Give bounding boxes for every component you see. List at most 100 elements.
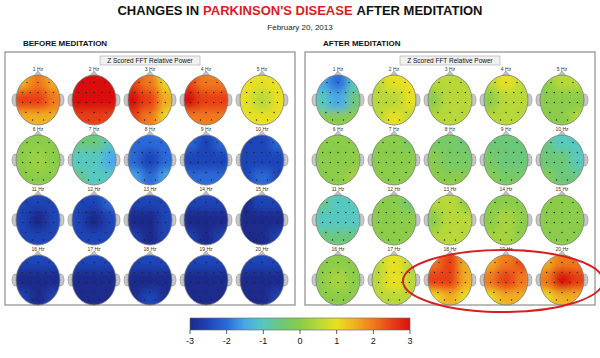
electrode	[322, 222, 323, 223]
electrode	[138, 262, 139, 263]
map-cell	[197, 270, 216, 291]
electrode	[205, 232, 206, 233]
electrode	[32, 119, 33, 120]
electrode	[109, 152, 110, 153]
electrode	[498, 152, 499, 153]
electrode	[561, 162, 562, 163]
electrode	[53, 272, 54, 273]
electrode	[261, 272, 262, 273]
electrode	[157, 282, 158, 283]
electrode	[449, 202, 450, 203]
electrode	[561, 142, 562, 143]
colorbar-tick-label: -1	[259, 336, 267, 346]
electrode	[250, 142, 251, 143]
map-cell	[122, 270, 141, 291]
map-cell	[159, 270, 178, 291]
head-map: 14 Hz	[478, 186, 535, 252]
map-area	[310, 189, 367, 252]
electrode	[490, 92, 491, 93]
electrode	[78, 162, 79, 163]
colorbar-tick-label: 2	[371, 336, 376, 346]
map-cell	[329, 110, 348, 131]
electrode	[573, 112, 574, 113]
map-cell	[103, 90, 122, 111]
electrode	[569, 152, 570, 153]
electrode	[326, 82, 327, 83]
head-map: 10 Hz	[534, 126, 591, 192]
electrode	[461, 112, 462, 113]
electrode	[93, 212, 94, 213]
electrode	[134, 162, 135, 163]
electrode	[261, 282, 262, 283]
head-map: 18 Hz	[122, 246, 179, 312]
map-cell	[441, 170, 460, 191]
electrode	[200, 299, 201, 300]
electrode	[549, 112, 550, 113]
colorbar-tick	[190, 330, 191, 334]
electrode	[93, 292, 94, 293]
map-cell	[253, 270, 272, 291]
electrode	[273, 232, 274, 233]
electrode	[457, 282, 458, 283]
map-cell	[66, 150, 85, 171]
electrode	[144, 119, 145, 120]
electrode	[348, 202, 349, 203]
electrode	[30, 102, 31, 103]
colorbar-tick	[410, 330, 411, 334]
electrode	[93, 152, 94, 153]
electrode	[53, 152, 54, 153]
electrode	[455, 119, 456, 120]
electrode	[137, 172, 138, 173]
electrode	[401, 162, 402, 163]
map-cell	[515, 150, 534, 171]
map-cell	[271, 210, 290, 231]
electrode	[205, 292, 206, 293]
electrode	[567, 119, 568, 120]
head-outline	[428, 255, 472, 305]
electrode	[99, 179, 100, 180]
map-cell	[29, 150, 48, 171]
electrode	[505, 142, 506, 143]
electrode	[205, 142, 206, 143]
subtitle: February 20, 2013	[267, 23, 333, 32]
electrode	[399, 299, 400, 300]
map-area	[478, 249, 535, 312]
electrode	[105, 172, 106, 173]
map-area	[366, 189, 423, 252]
electrode	[194, 202, 195, 203]
map-area	[234, 249, 291, 312]
map-cell	[497, 230, 516, 251]
electrode	[22, 212, 23, 213]
electrode	[53, 212, 54, 213]
head-outline	[484, 255, 528, 305]
map-cell	[459, 150, 478, 171]
electrode	[546, 282, 547, 283]
map-cell	[215, 270, 234, 291]
electrode	[149, 282, 150, 283]
map-cell	[47, 210, 66, 231]
electrode	[561, 282, 562, 283]
map-cell	[422, 90, 441, 111]
electrode	[105, 232, 106, 233]
electrode	[142, 162, 143, 163]
electrode	[88, 179, 89, 180]
electrode	[254, 282, 255, 283]
electrode	[490, 212, 491, 213]
electrode	[101, 212, 102, 213]
electrode	[449, 92, 450, 93]
electrode	[393, 172, 394, 173]
electrode	[549, 292, 550, 293]
map-cell	[29, 170, 48, 191]
electrode	[161, 172, 162, 173]
electrode	[261, 292, 262, 293]
electrode	[349, 112, 350, 113]
electrode	[217, 172, 218, 173]
electrode	[30, 152, 31, 153]
map-cell	[329, 90, 348, 111]
electrode	[205, 202, 206, 203]
electrode	[343, 119, 344, 120]
map-area	[234, 189, 291, 252]
electrode	[205, 102, 206, 103]
map-cell	[85, 189, 104, 210]
title-part: CHANGES IN	[117, 3, 199, 18]
